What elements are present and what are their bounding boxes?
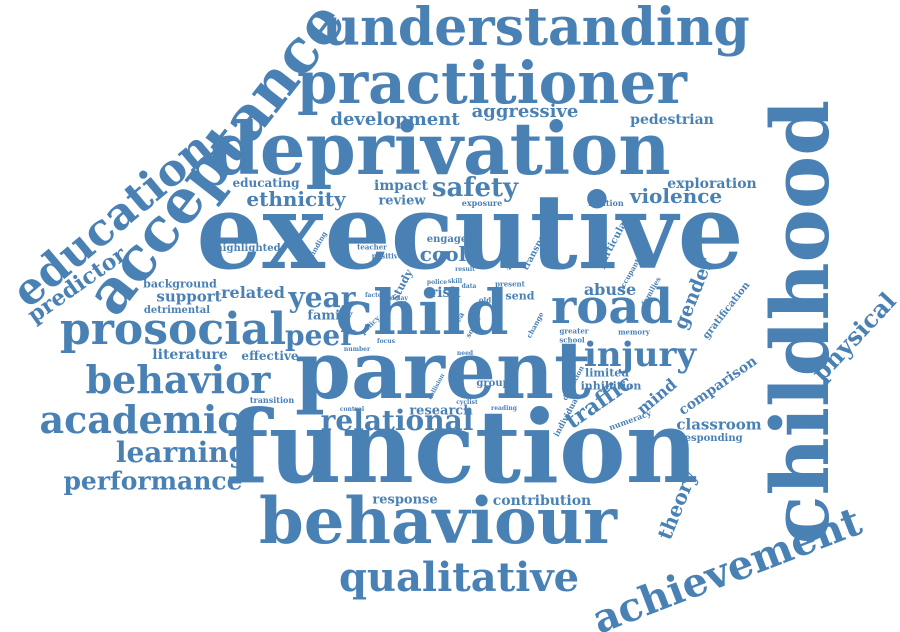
word-engage: engage (426, 234, 468, 245)
word-focus: focus (377, 338, 395, 345)
word-skill: skill (447, 278, 463, 285)
word-result: result (455, 266, 475, 273)
word-risk: risk (429, 285, 461, 301)
word-literature: literature (152, 347, 228, 363)
word-safety: safety (431, 173, 519, 203)
word-limited: limited (585, 366, 629, 380)
word-responding: responding (679, 433, 743, 444)
word-evidence: evidence (503, 225, 514, 271)
word-detrimental: detrimental (143, 305, 211, 316)
word-peer: peer (285, 319, 355, 352)
word-greater: greater (559, 326, 589, 336)
word-relational: relational (320, 404, 474, 437)
word-classroom: classroom (676, 415, 762, 434)
word-family: family (307, 308, 353, 324)
word-cyclist: cyclist (456, 399, 478, 406)
word-executive: executive (196, 170, 744, 293)
word-violence: violence (629, 184, 723, 208)
word-background: background (143, 277, 217, 291)
word-highlighted: highlighted (215, 243, 281, 254)
word-support: support (156, 287, 222, 306)
word-delay: delay (390, 295, 408, 302)
word-practitioner: practitioner (297, 49, 687, 117)
word-review: review (378, 193, 426, 209)
word-impact: impact (374, 178, 428, 194)
word-school: school (559, 335, 585, 345)
word-parent: parent (295, 323, 591, 417)
word-childhood: childhood (753, 99, 847, 545)
word-prosocial: prosocial (59, 304, 287, 355)
word-transition: transition (249, 395, 295, 405)
word-police: police (426, 279, 448, 286)
word-academic: academic (39, 397, 241, 442)
word-reading: reading (491, 405, 517, 412)
word-educating: educating (232, 176, 300, 190)
word-memory: memory (618, 327, 650, 337)
word-qualitative: qualitative (338, 554, 580, 601)
word-number: number (343, 346, 371, 353)
word-effective: effective (241, 349, 299, 363)
word-cool: cool (419, 242, 467, 266)
word-aggressive: aggressive (471, 101, 579, 122)
word-contribution: contribution (492, 493, 592, 509)
word-positive: positive (371, 251, 403, 261)
word-road: road (551, 279, 673, 335)
word-old: old (478, 295, 492, 305)
word-deprivation: deprivation (209, 106, 671, 191)
word-function: function (225, 388, 699, 506)
word-teacher: teacher (357, 242, 387, 252)
word-behavior: behavior (85, 357, 271, 402)
word-behaviour: behaviour (259, 484, 617, 559)
word-child: child (335, 276, 509, 349)
word-injury: injury (583, 335, 697, 375)
word-data: data (461, 283, 477, 290)
word-inhibition: inhibition (580, 379, 642, 393)
word-achievement: achievement (585, 497, 868, 632)
word-learning: learning (115, 436, 249, 469)
word-development: development (330, 109, 460, 130)
word-year: year (288, 281, 356, 314)
word-need: need (456, 350, 474, 357)
word-present: present (495, 279, 525, 289)
word-ethnicity: ethnicity (246, 187, 346, 211)
word-understanding: understanding (322, 0, 750, 58)
word-research: research (409, 403, 473, 419)
word-performance: performance (63, 466, 243, 496)
word-factor: factor (364, 292, 386, 299)
word-group: group (476, 378, 510, 389)
word-control: control (339, 406, 365, 413)
word-pedestrian: pedestrian (630, 112, 714, 128)
word-send: send (505, 289, 535, 303)
word-related: related (221, 283, 285, 302)
word-abuse: abuse (583, 280, 637, 299)
word-response: response (372, 492, 438, 508)
word-relation: relation (588, 198, 624, 208)
word-exploration: exploration (667, 176, 757, 192)
word-exposure: exposure (461, 198, 503, 208)
